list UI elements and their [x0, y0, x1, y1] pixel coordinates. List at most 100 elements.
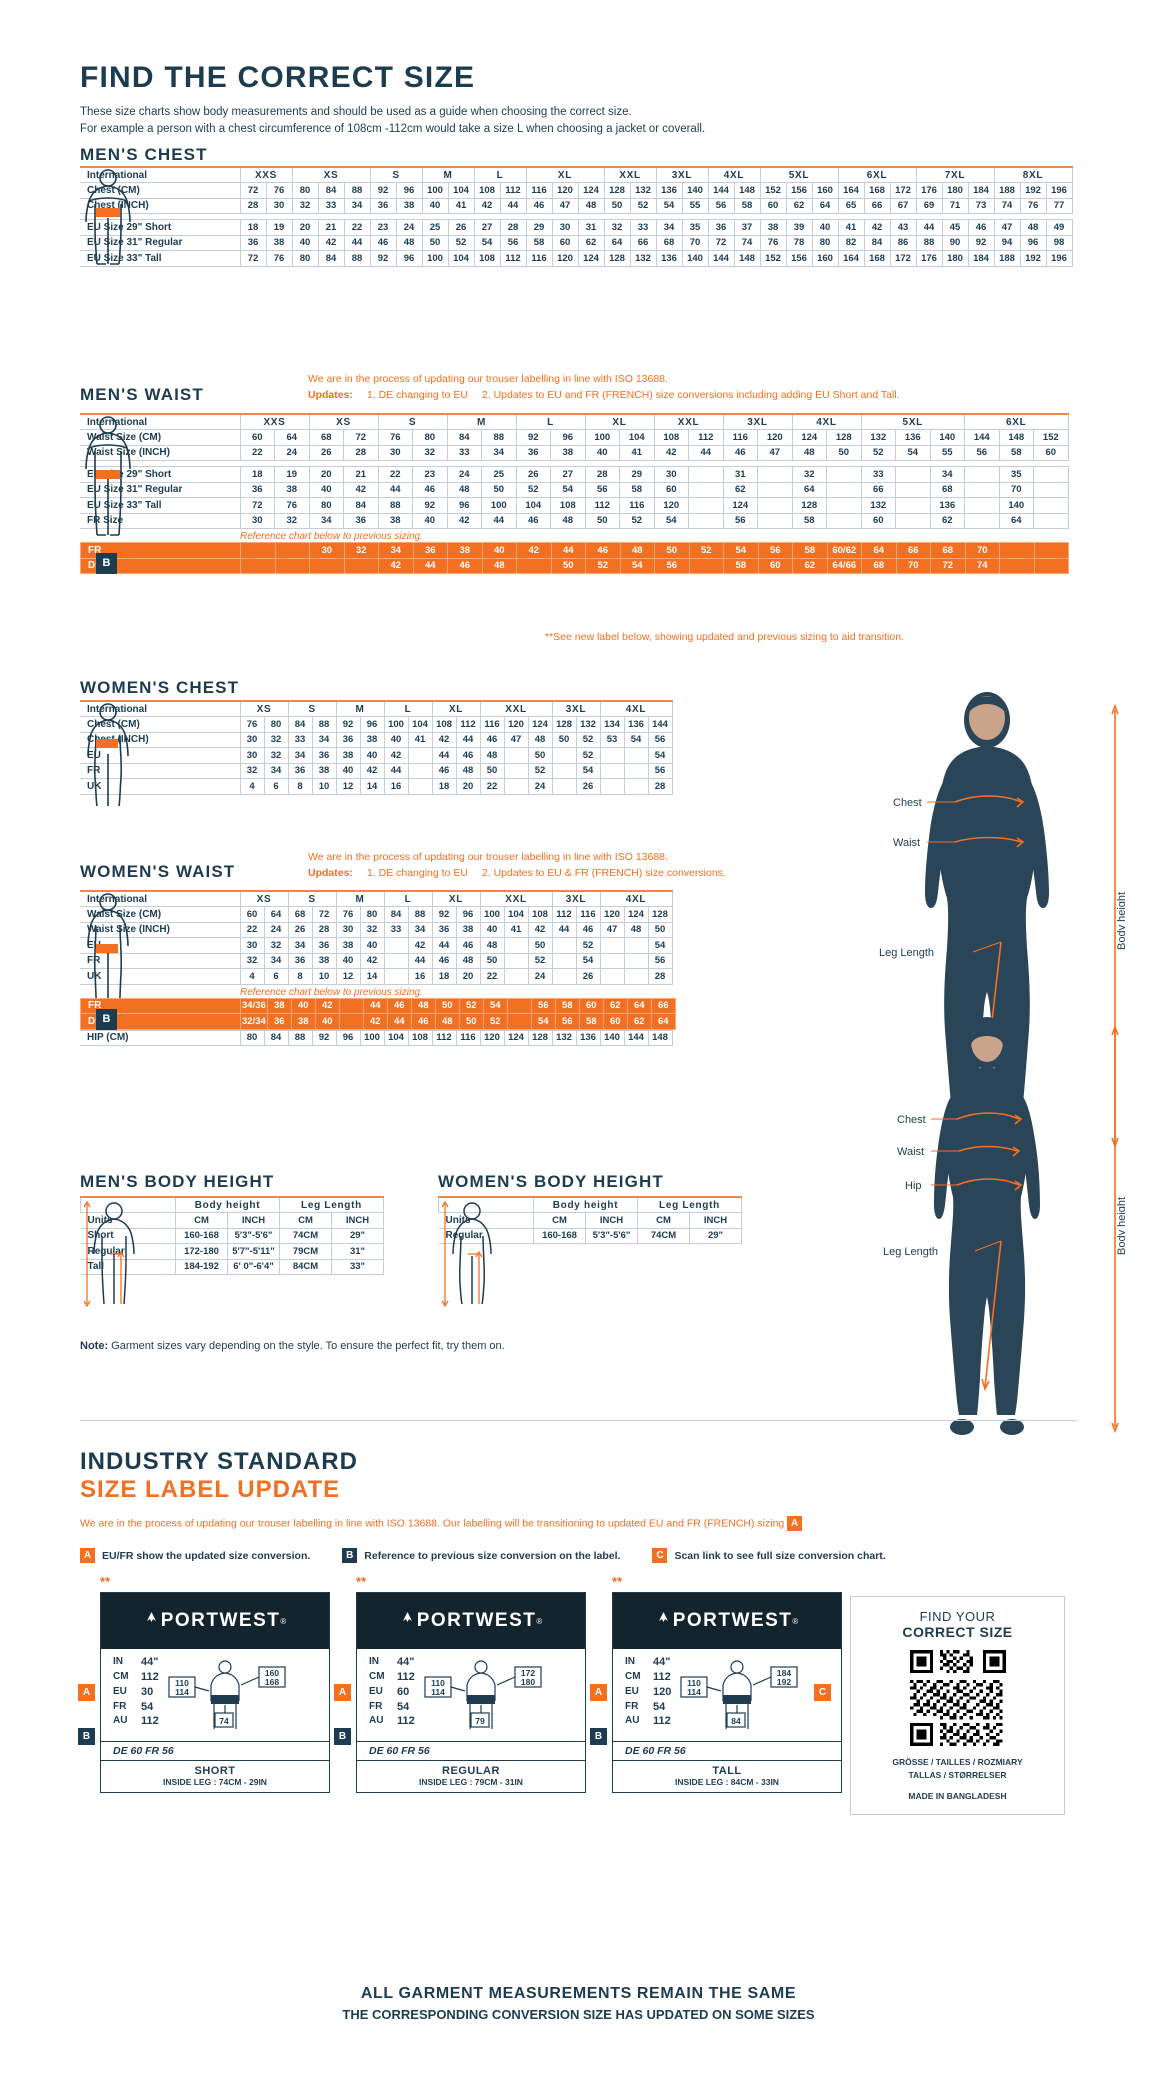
label-size-key: IN	[625, 1656, 635, 1667]
male-torso-figure-icon	[85, 169, 131, 265]
label-figure: 110 114 184 192 84	[671, 1655, 841, 1737]
data-cell: 52	[527, 762, 553, 779]
data-cell	[274, 557, 310, 574]
data-cell: 64/66	[826, 557, 862, 574]
data-cell: 19	[265, 219, 293, 236]
data-cell: 46	[585, 542, 621, 559]
data-cell: 70	[681, 234, 709, 251]
data-cell	[688, 512, 724, 529]
data-cell: 112	[499, 182, 527, 199]
bh-group-header-row: Body height Leg Length	[80, 1196, 384, 1213]
data-cell: 54	[647, 747, 673, 764]
fig-left-top: 110	[431, 1678, 445, 1688]
qr-card: FIND YOUR CORRECT SIZE	[850, 1596, 1065, 1816]
womens-waist-ref-note: Reference chart below to previous sizing…	[240, 986, 423, 998]
data-cell: 60	[759, 197, 787, 214]
data-cell: 168	[863, 250, 891, 267]
data-cell: 144	[707, 250, 735, 267]
data-cell: 88	[287, 1029, 313, 1046]
data-cell: 56	[647, 952, 673, 969]
fig-left-top: 110	[688, 1678, 702, 1688]
data-cell	[688, 481, 724, 498]
data-cell	[1033, 512, 1069, 529]
data-cell: 8XL	[993, 166, 1073, 183]
data-cell	[757, 497, 793, 514]
data-cell: 72	[239, 182, 267, 199]
data-cell: 92	[369, 250, 397, 267]
data-cell: 144	[647, 716, 673, 733]
data-cell: 36	[239, 234, 267, 251]
data-cell: 32	[263, 747, 289, 764]
data-cell: 22	[239, 921, 265, 938]
data-cell: 48	[527, 731, 553, 748]
data-cell: 50	[826, 444, 862, 461]
data-cell: 48	[550, 512, 586, 529]
female-hip-label: Hip	[905, 1180, 922, 1192]
data-cell: 152	[1033, 429, 1069, 446]
data-cell: 124	[503, 1029, 529, 1046]
label-size-row-fr: FR 54	[369, 1700, 415, 1715]
qr-foot-2: TALLAS / STØRRELSER	[908, 1769, 1007, 1780]
data-cell: 5XL	[860, 413, 965, 430]
data-cell	[551, 937, 577, 954]
data-cell: 69	[915, 197, 943, 214]
data-cell: 56	[722, 512, 758, 529]
data-cell: 12	[335, 968, 361, 985]
data-cell: 6	[263, 968, 289, 985]
data-cell: 80	[291, 250, 319, 267]
data-cell: 20	[455, 778, 481, 795]
data-cell: 44	[412, 557, 448, 574]
data-cell: 5'3"-5'6"	[227, 1227, 280, 1244]
brand-name: PORTWEST	[160, 1610, 281, 1631]
bh-sub-header-row: Units CM INCH CM INCH	[438, 1212, 742, 1229]
data-cell: 34	[287, 937, 313, 954]
data-cell: 40	[335, 762, 361, 779]
data-cell: 56	[499, 234, 527, 251]
womens-waist-updates-label: Updates:	[308, 866, 353, 879]
label-update-intro: We are in the process of updating our tr…	[80, 1517, 785, 1530]
data-cell: 54	[482, 997, 508, 1014]
data-cell: XL	[584, 413, 655, 430]
label-size-key: CM	[113, 1670, 129, 1682]
data-cell: 96	[1019, 234, 1047, 251]
data-cell: 54	[895, 444, 931, 461]
data-cell: 124	[527, 716, 553, 733]
label-size-value: 112	[653, 1670, 671, 1683]
footer-line-1: ALL GARMENT MEASUREMENTS REMAIN THE SAME	[360, 1985, 797, 2002]
fig-left-bottom: 114	[175, 1687, 189, 1697]
data-cell: 26	[575, 778, 601, 795]
data-cell: XS	[239, 890, 289, 907]
table-spacer-row	[80, 460, 1068, 467]
data-cell: 52	[575, 937, 601, 954]
page-title: FIND THE CORRECT SIZE	[80, 61, 476, 94]
data-cell: 18	[239, 466, 275, 483]
label-footer: SHORT INSIDE LEG : 74CM - 29IN	[101, 1760, 329, 1792]
data-cell: 164	[837, 250, 865, 267]
data-cell: 144	[707, 182, 735, 199]
womens-waist-table: International XS S M L XL XXL 3XL 4XL Waist Size …	[80, 890, 673, 985]
data-cell: 160-168	[175, 1227, 228, 1244]
womens-chest-block: International XS S M L XL XXL 3XL 4XL Chest (CM) 7…	[80, 700, 673, 807]
data-cell: 23	[369, 219, 397, 236]
data-cell	[503, 937, 529, 954]
data-cell: 64	[811, 197, 839, 214]
data-cell: INCH	[585, 1212, 638, 1229]
badge-b-womens-waist: B	[96, 1008, 117, 1030]
data-cell: 50	[584, 512, 620, 529]
registered-mark: ®	[280, 1616, 287, 1626]
mens-waist-footnote: **See new label below, showing updated a…	[545, 631, 904, 643]
data-cell: 112	[551, 906, 577, 923]
data-cell: 196	[1045, 250, 1073, 267]
data-cell: 152	[759, 182, 787, 199]
data-cell: 21	[317, 219, 345, 236]
label-fit-name: TALL	[712, 1765, 742, 1777]
data-cell: 42	[863, 219, 891, 236]
data-cell: 104	[383, 1029, 409, 1046]
data-cell: 32	[412, 444, 448, 461]
data-cell: 50	[527, 937, 553, 954]
data-cell: 80	[291, 182, 319, 199]
intro-line-2: For example a person with a chest circum…	[80, 123, 706, 136]
mens-waist-previous-table: FR 30 32 34 36 38 40 42 44 46 48 50 52 54 56 58 60/62 64 6…	[80, 542, 1069, 574]
qr-code-icon[interactable]	[909, 1650, 1006, 1746]
data-cell: 27	[473, 219, 501, 236]
